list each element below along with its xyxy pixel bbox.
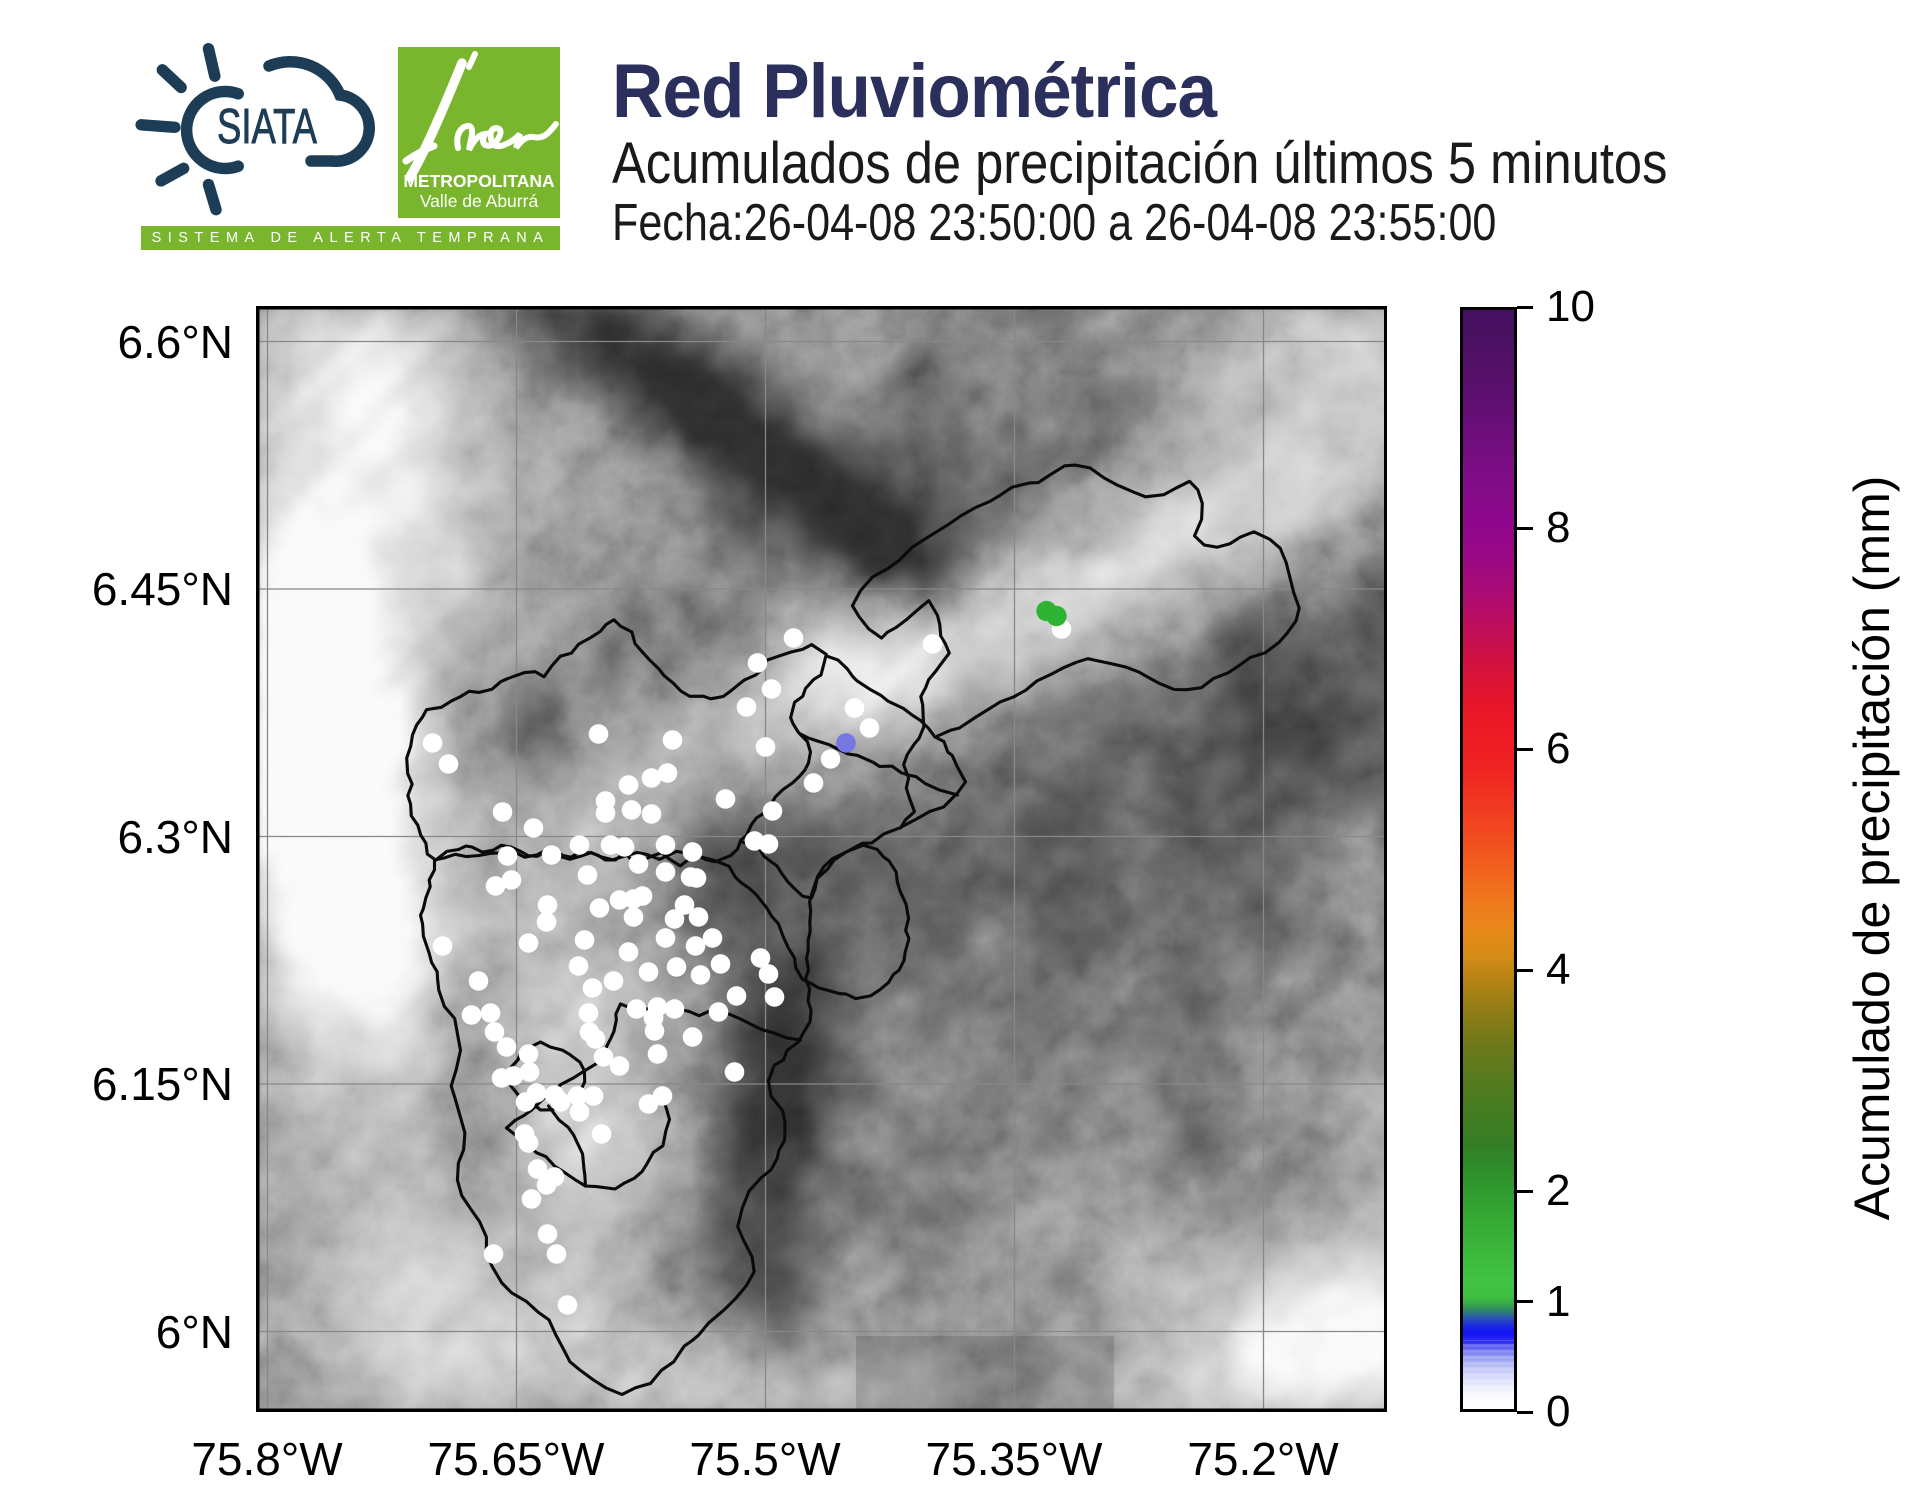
svg-text:SIATA: SIATA	[217, 100, 317, 154]
svg-text:METROPOLITANA: METROPOLITANA	[403, 171, 555, 191]
svg-text:Valle de Aburrá: Valle de Aburrá	[420, 191, 539, 211]
